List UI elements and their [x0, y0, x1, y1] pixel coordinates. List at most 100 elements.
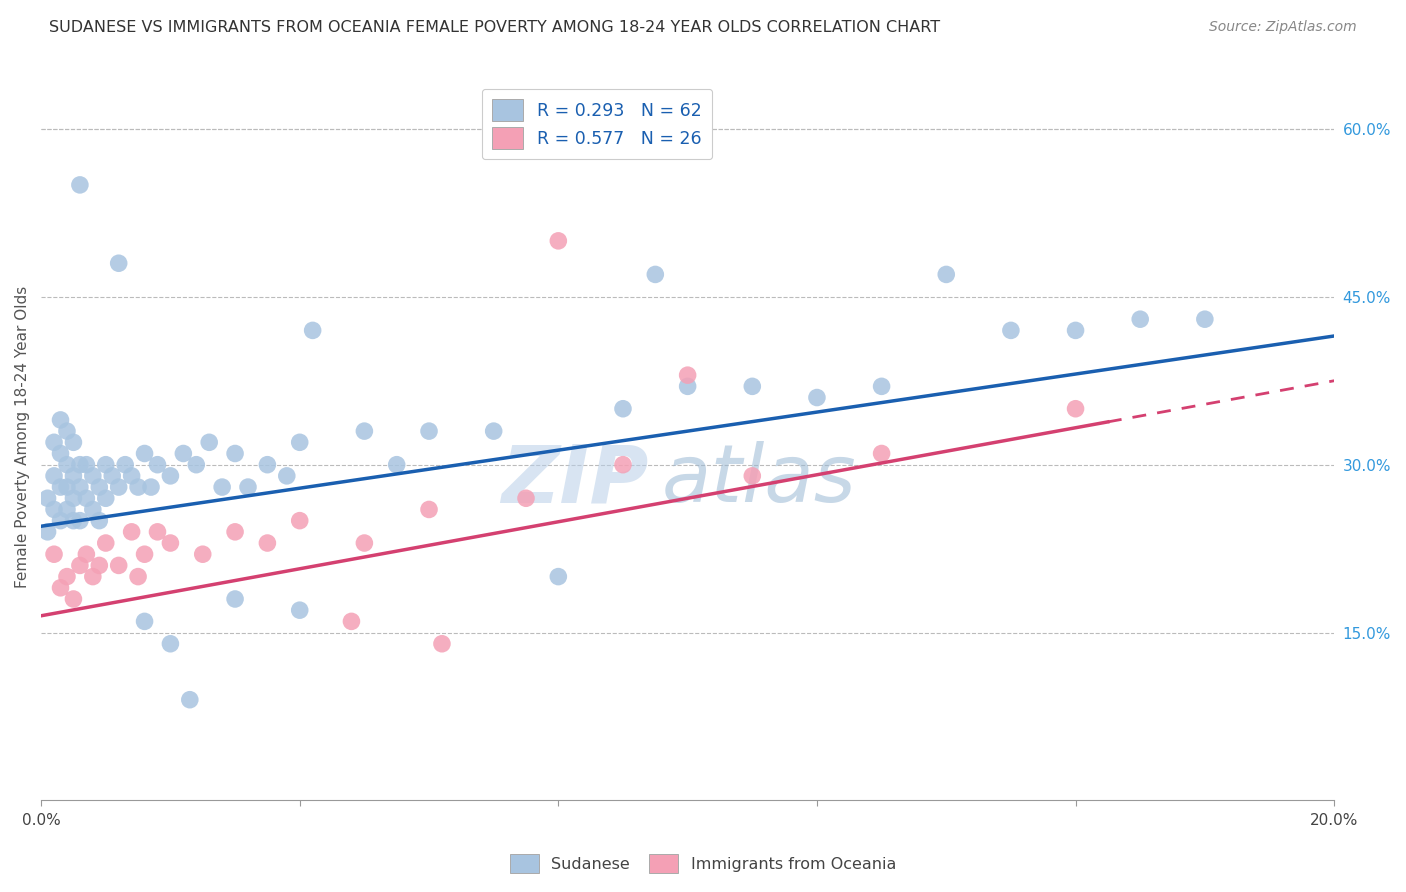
- Point: [56, 569, 79, 583]
- Point: [547, 234, 569, 248]
- Point: [82, 468, 104, 483]
- Point: [1129, 312, 1152, 326]
- Point: [94, 491, 117, 506]
- Point: [146, 524, 169, 539]
- Point: [69, 558, 91, 573]
- Point: [127, 569, 149, 583]
- Point: [806, 391, 828, 405]
- Point: [134, 446, 156, 460]
- Point: [114, 458, 136, 472]
- Point: [89, 514, 111, 528]
- Point: [1064, 323, 1087, 337]
- Point: [42, 435, 65, 450]
- Point: [69, 514, 91, 528]
- Point: [1064, 401, 1087, 416]
- Point: [127, 480, 149, 494]
- Point: [121, 468, 143, 483]
- Point: [42, 502, 65, 516]
- Legend: R = 0.293   N = 62, R = 0.577   N = 26: R = 0.293 N = 62, R = 0.577 N = 26: [482, 89, 713, 159]
- Point: [56, 424, 79, 438]
- Point: [107, 480, 129, 494]
- Point: [236, 480, 259, 494]
- Point: [353, 424, 375, 438]
- Point: [146, 458, 169, 472]
- Point: [288, 435, 311, 450]
- Point: [49, 446, 72, 460]
- Point: [89, 558, 111, 573]
- Point: [224, 446, 246, 460]
- Point: [224, 524, 246, 539]
- Point: [935, 268, 957, 282]
- Point: [186, 458, 208, 472]
- Point: [547, 569, 569, 583]
- Point: [62, 435, 84, 450]
- Point: [62, 468, 84, 483]
- Point: [198, 435, 221, 450]
- Point: [94, 536, 117, 550]
- Point: [82, 569, 104, 583]
- Point: [515, 491, 537, 506]
- Point: [418, 502, 440, 516]
- Text: ZIP: ZIP: [502, 442, 648, 519]
- Point: [353, 536, 375, 550]
- Point: [870, 379, 893, 393]
- Point: [121, 524, 143, 539]
- Point: [62, 491, 84, 506]
- Point: [42, 547, 65, 561]
- Point: [191, 547, 214, 561]
- Point: [62, 592, 84, 607]
- Point: [159, 536, 181, 550]
- Point: [75, 458, 97, 472]
- Point: [49, 480, 72, 494]
- Point: [75, 547, 97, 561]
- Point: [288, 603, 311, 617]
- Point: [741, 379, 763, 393]
- Point: [741, 468, 763, 483]
- Point: [288, 514, 311, 528]
- Point: [37, 491, 59, 506]
- Point: [1194, 312, 1216, 326]
- Point: [37, 524, 59, 539]
- Point: [159, 637, 181, 651]
- Point: [224, 592, 246, 607]
- Point: [676, 368, 699, 383]
- Legend: Sudanese, Immigrants from Oceania: Sudanese, Immigrants from Oceania: [503, 847, 903, 880]
- Point: [256, 536, 278, 550]
- Point: [134, 547, 156, 561]
- Point: [69, 178, 91, 192]
- Point: [256, 458, 278, 472]
- Point: [134, 615, 156, 629]
- Point: [612, 401, 634, 416]
- Point: [89, 480, 111, 494]
- Point: [56, 480, 79, 494]
- Point: [870, 446, 893, 460]
- Point: [62, 514, 84, 528]
- Y-axis label: Female Poverty Among 18-24 Year Olds: Female Poverty Among 18-24 Year Olds: [15, 285, 30, 588]
- Point: [676, 379, 699, 393]
- Point: [644, 268, 666, 282]
- Point: [172, 446, 194, 460]
- Point: [94, 458, 117, 472]
- Point: [49, 413, 72, 427]
- Point: [1000, 323, 1022, 337]
- Text: SUDANESE VS IMMIGRANTS FROM OCEANIA FEMALE POVERTY AMONG 18-24 YEAR OLDS CORRELA: SUDANESE VS IMMIGRANTS FROM OCEANIA FEMA…: [49, 20, 941, 35]
- Point: [139, 480, 162, 494]
- Point: [101, 468, 124, 483]
- Point: [69, 458, 91, 472]
- Point: [49, 581, 72, 595]
- Point: [211, 480, 233, 494]
- Point: [276, 468, 298, 483]
- Point: [340, 615, 363, 629]
- Point: [482, 424, 505, 438]
- Text: atlas: atlas: [662, 442, 856, 519]
- Point: [42, 468, 65, 483]
- Point: [159, 468, 181, 483]
- Point: [179, 692, 201, 706]
- Point: [301, 323, 323, 337]
- Text: Source: ZipAtlas.com: Source: ZipAtlas.com: [1209, 20, 1357, 34]
- Point: [69, 480, 91, 494]
- Point: [107, 256, 129, 270]
- Point: [49, 514, 72, 528]
- Point: [82, 502, 104, 516]
- Point: [385, 458, 408, 472]
